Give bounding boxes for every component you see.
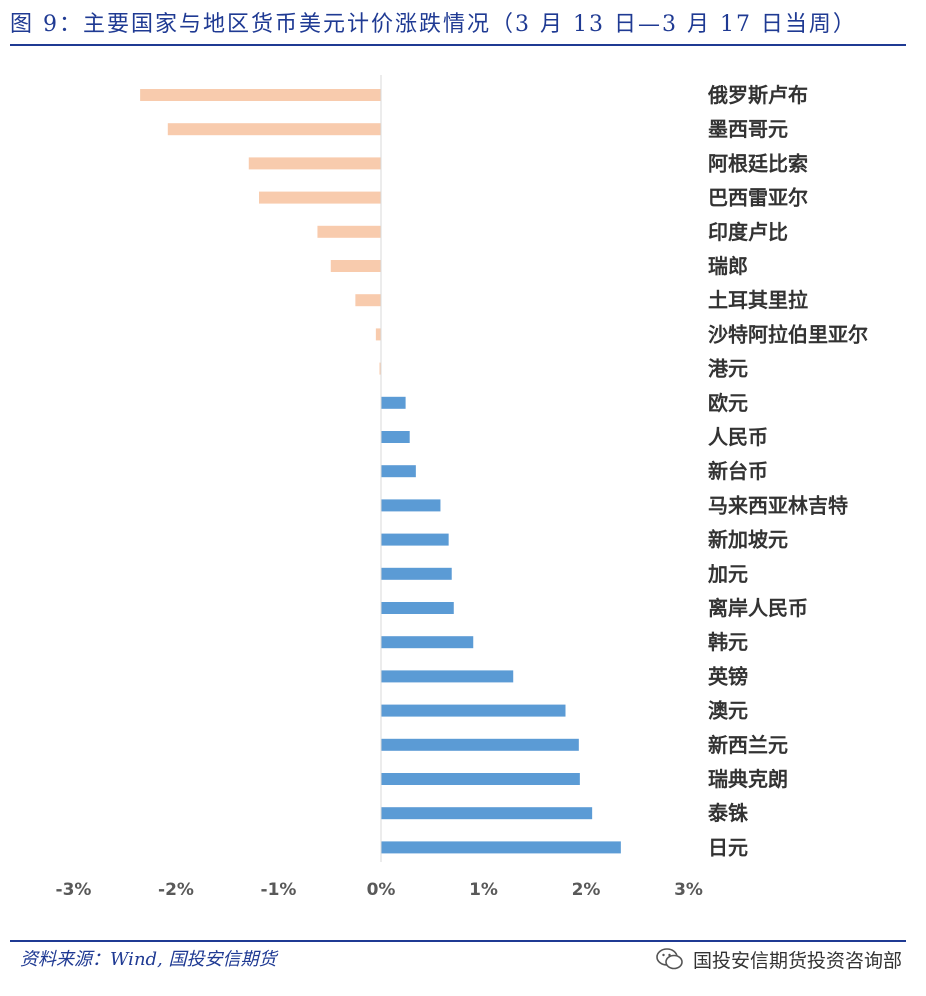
bar	[140, 89, 381, 101]
bar	[317, 225, 381, 238]
category-label: 墨西哥元	[708, 117, 788, 141]
category-label: 印度卢比	[708, 220, 788, 244]
bar	[355, 294, 381, 307]
bar	[381, 841, 621, 854]
x-tick-label: 2%	[572, 880, 601, 900]
category-label: 英镑	[708, 664, 748, 688]
bar	[381, 602, 454, 614]
bar-chart: 俄罗斯卢布墨西哥元阿根廷比索巴西雷亚尔印度卢比瑞郎土耳其里拉沙特阿拉伯里亚尔港元…	[56, 75, 868, 900]
x-tick-label: 3%	[674, 880, 703, 900]
category-label: 澳元	[708, 699, 748, 723]
bar	[381, 807, 593, 820]
bar	[381, 773, 580, 785]
category-label: 日元	[708, 835, 748, 859]
title-underline	[10, 44, 906, 46]
category-label: 泰铢	[707, 801, 749, 825]
bars-group	[140, 89, 621, 854]
chart-title: 图 9：主要国家与地区货币美元计价涨跌情况（3 月 13 日—3 月 17 日当…	[10, 12, 857, 37]
category-label: 俄罗斯卢布	[707, 83, 808, 107]
category-label: 巴西雷亚尔	[708, 186, 808, 210]
x-tick-label: -1%	[261, 880, 297, 900]
bar	[381, 499, 441, 512]
bar	[167, 123, 381, 136]
category-label: 韩元	[708, 630, 748, 654]
x-tick-labels-group: -3% -2% -1% 0% 1% 2% 3%	[56, 880, 703, 900]
bar	[381, 396, 406, 409]
bar	[381, 636, 474, 649]
category-label: 加元	[707, 562, 748, 586]
category-label: 离岸人民币	[708, 596, 808, 620]
bar	[381, 738, 579, 751]
bar	[330, 260, 381, 272]
x-tick-label: 0%	[367, 880, 396, 900]
category-label: 新加坡元	[708, 528, 788, 552]
source-note: 资料来源：Wind, 国投安信期货	[20, 949, 277, 970]
x-tick-label: 1%	[469, 880, 498, 900]
category-labels-group: 俄罗斯卢布墨西哥元阿根廷比索巴西雷亚尔印度卢比瑞郎土耳其里拉沙特阿拉伯里亚尔港元…	[707, 83, 868, 859]
watermark: 国投安信期货投资咨询部	[655, 942, 902, 976]
bar	[381, 567, 452, 580]
category-label: 人民币	[708, 425, 768, 449]
bar	[259, 191, 381, 204]
bar	[381, 704, 566, 717]
bar	[381, 670, 514, 683]
category-label: 新台币	[708, 459, 768, 483]
bar	[248, 157, 381, 170]
category-label: 沙特阿拉伯里亚尔	[708, 322, 868, 346]
bar	[381, 431, 410, 443]
category-label: 欧元	[708, 391, 748, 415]
category-label: 瑞典克朗	[708, 767, 788, 791]
wechat-icon	[656, 948, 683, 970]
bar	[381, 533, 449, 546]
category-label: 马来西亚林吉特	[708, 493, 848, 517]
category-label: 土耳其里拉	[708, 288, 808, 312]
x-tick-label: -3%	[56, 880, 92, 900]
category-label: 阿根廷比索	[708, 151, 808, 175]
category-label: 新西兰元	[708, 733, 788, 757]
footer-rule	[10, 940, 906, 942]
watermark-text: 国投安信期货投资咨询部	[692, 949, 902, 972]
bar	[375, 328, 381, 341]
category-label: 瑞郎	[708, 254, 748, 278]
bar	[379, 362, 381, 375]
category-label: 港元	[708, 357, 748, 381]
bar	[381, 465, 416, 478]
x-tick-label: -2%	[158, 880, 194, 900]
